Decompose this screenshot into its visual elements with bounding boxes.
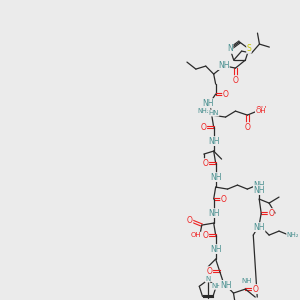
Text: NH: NH (202, 99, 214, 108)
Text: NH: NH (220, 280, 231, 290)
Text: O: O (232, 76, 238, 85)
Text: HN: HN (208, 110, 219, 116)
Text: NH: NH (254, 223, 265, 232)
Text: O: O (252, 285, 258, 294)
Text: O: O (203, 231, 209, 240)
Text: NH: NH (208, 208, 219, 217)
Text: NH: NH (254, 181, 265, 190)
Text: NH: NH (254, 186, 265, 195)
Text: N: N (227, 44, 233, 53)
Text: OH: OH (255, 106, 267, 115)
Text: O: O (203, 159, 209, 168)
Text: OH: OH (190, 232, 201, 238)
Text: O: O (223, 90, 229, 99)
Text: NH: NH (210, 172, 221, 182)
Text: O: O (220, 195, 226, 204)
Text: NH₂: NH₂ (286, 232, 299, 238)
Text: NH₂: NH₂ (197, 108, 210, 114)
Text: S: S (247, 44, 251, 53)
Text: NH: NH (220, 280, 231, 290)
Text: NH: NH (241, 278, 252, 284)
Text: NH: NH (211, 283, 221, 289)
Text: NH: NH (210, 244, 221, 253)
Text: OH: OH (256, 108, 266, 114)
Text: NH: NH (208, 136, 219, 146)
Text: O: O (207, 267, 213, 276)
Text: O: O (201, 123, 207, 132)
Text: O: O (187, 216, 193, 225)
Text: O: O (268, 208, 274, 217)
Text: NH: NH (218, 61, 229, 70)
Text: N: N (205, 276, 210, 282)
Text: O: O (244, 123, 250, 132)
